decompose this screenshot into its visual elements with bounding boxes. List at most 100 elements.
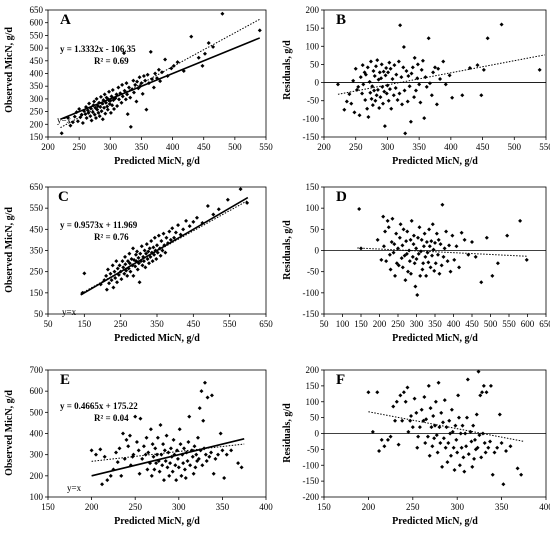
data-point [104, 273, 109, 278]
x-tick-label: 500 [228, 142, 242, 152]
identity-label: y=x [62, 307, 77, 317]
data-point [116, 85, 121, 90]
data-point [464, 444, 469, 449]
data-point [185, 459, 190, 464]
data-point [403, 399, 408, 404]
data-point [480, 431, 485, 436]
data-point [121, 51, 126, 56]
data-point [77, 107, 82, 112]
data-point [450, 95, 455, 100]
data-point [411, 233, 416, 238]
data-point [120, 259, 125, 264]
data-point [478, 393, 483, 398]
data-point [460, 423, 465, 428]
data-point [488, 439, 493, 444]
data-point [414, 410, 419, 415]
data-point [147, 246, 152, 251]
data-point [194, 452, 199, 457]
x-tick-label: 500 [484, 319, 498, 329]
data-point [381, 69, 386, 74]
y-tick-label: 50 [310, 224, 320, 234]
y-tick-label: 300 [30, 94, 44, 104]
data-point [472, 456, 477, 461]
data-point [123, 254, 128, 259]
data-point [477, 433, 482, 438]
data-point [370, 103, 375, 108]
data-point [173, 230, 178, 235]
data-point [475, 63, 480, 68]
data-point [102, 92, 107, 97]
y-tick-label: 450 [30, 224, 44, 234]
y-tick-label: -200 [303, 492, 320, 502]
x-tick-label: 350 [428, 319, 442, 329]
data-point [140, 456, 145, 461]
x-tick-label: 600 [521, 319, 535, 329]
data-point [416, 434, 421, 439]
data-point [353, 66, 358, 71]
data-point [115, 104, 120, 109]
data-point [133, 82, 138, 87]
y-tick-label: 150 [306, 23, 320, 33]
data-point [184, 218, 189, 223]
data-point [209, 450, 214, 455]
data-point [133, 414, 138, 419]
data-point [387, 252, 392, 257]
data-point [143, 452, 148, 457]
data-point [439, 410, 444, 415]
data-point [416, 251, 421, 256]
data-point [443, 82, 448, 87]
y-tick-label: 150 [30, 288, 44, 298]
data-point [409, 71, 414, 76]
data-point [112, 269, 117, 274]
data-point [144, 107, 149, 112]
data-point [462, 237, 467, 242]
data-point [400, 265, 405, 270]
data-point [431, 70, 436, 75]
data-point [425, 434, 430, 439]
x-tick-label: 350 [495, 502, 509, 512]
data-point [102, 454, 107, 459]
y-axis-label: Observed MicN, g/d [4, 390, 15, 476]
data-point [113, 276, 118, 281]
data-point [169, 66, 174, 71]
data-point [218, 431, 223, 436]
y-tick-label: 600 [30, 18, 44, 28]
data-point [466, 452, 471, 457]
data-point [428, 406, 433, 411]
data-point [388, 267, 393, 272]
y-tick-label: 150 [306, 381, 320, 391]
data-point [375, 87, 380, 92]
data-point [160, 463, 165, 468]
data-point [380, 101, 385, 106]
data-point [93, 452, 98, 457]
data-point [127, 251, 132, 256]
data-point [391, 250, 396, 255]
data-point [437, 271, 442, 276]
data-point [456, 393, 461, 398]
data-point [68, 123, 73, 128]
x-tick-label: 150 [354, 319, 368, 329]
data-point [419, 67, 424, 72]
data-point [187, 224, 192, 229]
y-tick-label: 0 [315, 78, 320, 88]
data-point [508, 444, 513, 449]
x-tick-label: 500 [508, 142, 522, 152]
data-point [365, 106, 370, 111]
data-point [182, 446, 187, 451]
data-point [418, 100, 423, 105]
x-tick-label: 150 [317, 502, 331, 512]
x-tick-label: 250 [349, 142, 363, 152]
x-tick-label: 150 [78, 319, 92, 329]
data-point [384, 66, 389, 71]
data-point [448, 453, 453, 458]
data-point [396, 59, 401, 64]
data-point [501, 482, 506, 487]
data-point [448, 269, 453, 274]
data-point [484, 235, 489, 240]
data-point [193, 465, 198, 470]
data-point [173, 463, 178, 468]
data-point [463, 431, 468, 436]
data-point [399, 256, 404, 261]
data-point [158, 253, 163, 258]
data-point [257, 28, 262, 33]
